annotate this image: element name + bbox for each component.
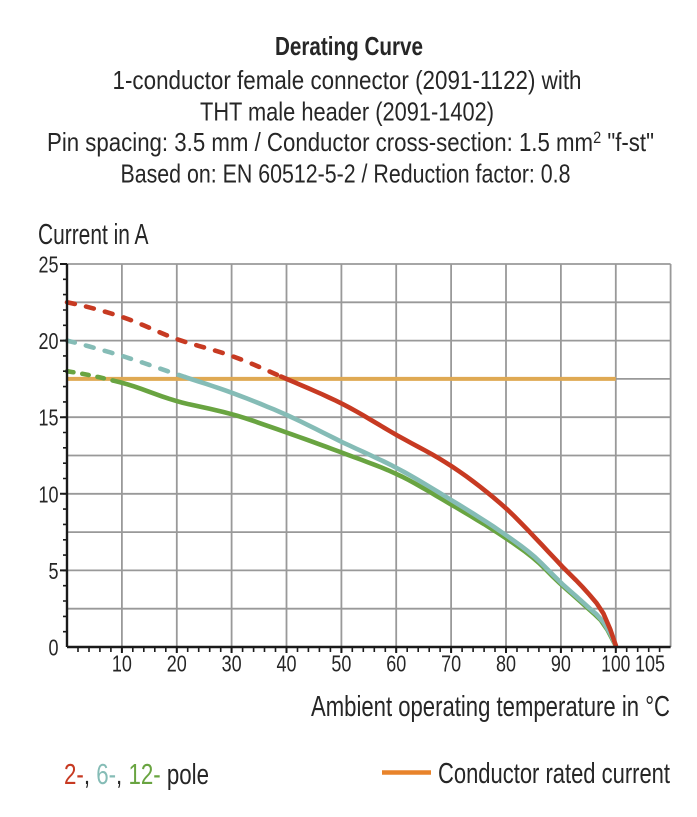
svg-text:THT male header (2091-1402): THT male header (2091-1402) <box>200 97 494 127</box>
svg-text:90: 90 <box>551 651 571 677</box>
svg-text:20: 20 <box>167 651 187 677</box>
svg-text:Current in A: Current in A <box>38 219 149 251</box>
svg-text:20: 20 <box>39 328 59 354</box>
svg-text:10: 10 <box>112 651 132 677</box>
svg-text:30: 30 <box>222 651 242 677</box>
svg-text:40: 40 <box>277 651 297 677</box>
svg-text:2-, 6-, 12- pole: 2-, 6-, 12- pole <box>64 759 209 791</box>
svg-text:Conductor rated current: Conductor rated current <box>438 758 670 790</box>
svg-text:Derating Curve: Derating Curve <box>275 31 423 61</box>
svg-text:Pin spacing: 3.5 mm / Conducto: Pin spacing: 3.5 mm / Conductor cross-se… <box>47 127 654 157</box>
svg-text:60: 60 <box>386 651 406 677</box>
svg-text:105: 105 <box>635 651 665 677</box>
svg-text:1-conductor female connector (: 1-conductor female connector (2091-1122)… <box>113 65 582 95</box>
svg-text:Based on: EN 60512-5-2 / Reduc: Based on: EN 60512-5-2 / Reduction facto… <box>121 159 571 189</box>
svg-text:50: 50 <box>331 651 351 677</box>
svg-text:0: 0 <box>49 635 59 661</box>
svg-text:80: 80 <box>496 651 516 677</box>
svg-text:10: 10 <box>39 481 59 507</box>
svg-text:15: 15 <box>39 405 59 431</box>
svg-text:70: 70 <box>441 651 461 677</box>
svg-text:5: 5 <box>49 558 59 584</box>
svg-text:25: 25 <box>39 252 59 278</box>
svg-text:Ambient operating temperature: Ambient operating temperature in °C <box>311 691 670 723</box>
svg-text:100: 100 <box>601 651 630 677</box>
